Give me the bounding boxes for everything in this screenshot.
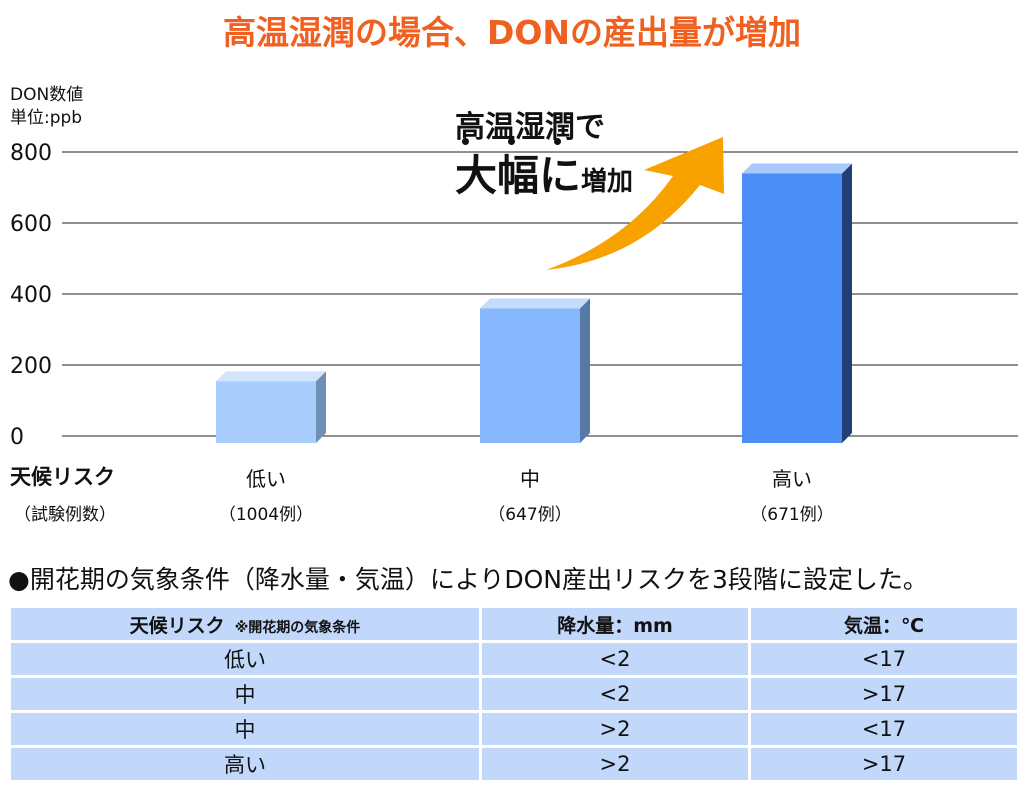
cell-rain: >2 [482, 748, 748, 780]
cell-temp: <17 [751, 713, 1017, 745]
category-header: 天候リスク [10, 465, 115, 489]
emphasis-dot [554, 138, 561, 145]
bar-top [216, 371, 326, 382]
condition-note: ●開花期の気象条件（降水量・気温）によりDON産出リスクを3段階に設定した。 [8, 565, 928, 594]
header-risk: 天候リスク ※開花期の気象条件 [11, 608, 479, 640]
cell-temp: >17 [751, 678, 1017, 710]
header-temp: 気温：℃ [751, 608, 1017, 640]
x-tick-label: 低い [246, 467, 286, 491]
sample-count: （1004例） [218, 505, 314, 525]
bar-top [480, 298, 590, 309]
x-tick-label: 高い [772, 467, 812, 491]
bar-side [580, 298, 590, 443]
y-tick-label: 0 [10, 425, 24, 450]
annotation-suffix: 増加 [581, 167, 634, 197]
y-tick-label: 200 [10, 354, 52, 379]
cell-risk: 高い [11, 748, 479, 780]
table-row: 低い <2 <17 [11, 643, 1017, 675]
cell-risk: 中 [11, 713, 479, 745]
header-risk-title: 天候リスク [129, 614, 225, 637]
bar [480, 308, 580, 443]
y-axis-unit: 単位:ppb [10, 108, 83, 128]
bar-chart: 0 200 400 600 800 [10, 137, 1018, 450]
cell-rain: <2 [482, 643, 748, 675]
header-rain: 降水量：mm [482, 608, 748, 640]
y-axis-label: DON数値 単位:ppb [10, 84, 83, 130]
sample-count: （647例） [488, 505, 572, 525]
emphasis-dot [462, 138, 469, 145]
y-tick-label: 800 [10, 141, 52, 166]
table-header-row: 天候リスク ※開花期の気象条件 降水量：mm 気温：℃ [11, 608, 1017, 640]
risk-table: 天候リスク ※開花期の気象条件 降水量：mm 気温：℃ 低い <2 <17 中 <… [8, 605, 1020, 783]
cell-temp: <17 [751, 643, 1017, 675]
increase-arrow-icon [546, 137, 724, 270]
bar-top [742, 163, 852, 174]
bar-side [316, 371, 326, 443]
y-tick-label: 600 [10, 212, 52, 237]
table-row: 中 >2 <17 [11, 713, 1017, 745]
cell-risk: 低い [11, 643, 479, 675]
bars [216, 163, 852, 443]
y-tick-labels: 0 200 400 600 800 [10, 141, 52, 450]
x-tick-label: 中 [520, 467, 540, 491]
annotation-emphasis: 大幅に [455, 151, 582, 200]
cell-risk: 中 [11, 678, 479, 710]
cell-rain: <2 [482, 678, 748, 710]
category-subheader: （試験例数） [14, 505, 116, 525]
chart-title: 高温湿潤の場合、DONの産出量が増加 [222, 13, 802, 52]
bar-side [842, 163, 852, 443]
emphasis-dot [508, 138, 515, 145]
sample-count: （671例） [750, 505, 834, 525]
arrow-shape [546, 137, 724, 270]
header-risk-note: ※開花期の気象条件 [234, 619, 361, 636]
annotation-line1: 高温湿潤で [455, 110, 605, 145]
y-tick-label: 400 [10, 283, 52, 308]
annotation-line2: 大幅に増加 [455, 142, 633, 203]
table-row: 高い >2 >17 [11, 748, 1017, 780]
bar [742, 173, 842, 443]
y-axis-title: DON数値 [10, 85, 84, 105]
bar [216, 381, 316, 443]
cell-temp: >17 [751, 748, 1017, 780]
cell-rain: >2 [482, 713, 748, 745]
emphasis-dots [460, 138, 590, 150]
table-row: 中 <2 >17 [11, 678, 1017, 710]
